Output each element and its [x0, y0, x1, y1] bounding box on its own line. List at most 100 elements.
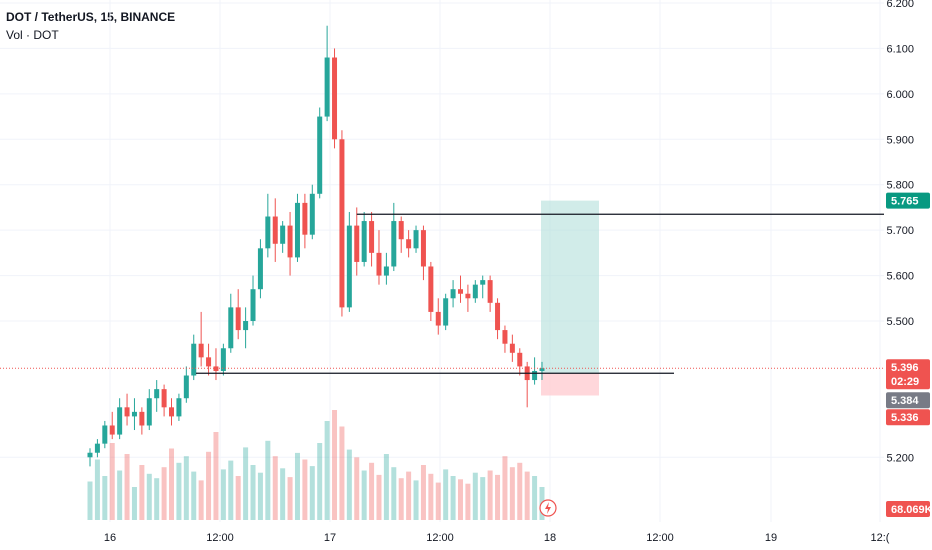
volume-bar [206, 451, 212, 520]
stop-price-badge-bg [886, 409, 930, 426]
candle-body [220, 348, 226, 371]
candle-body [487, 280, 493, 303]
candle-body [361, 221, 367, 262]
candle-body [94, 443, 100, 453]
candle-body [294, 202, 300, 258]
volume-bar [176, 462, 182, 520]
candle-body [502, 330, 508, 344]
candle-body [117, 407, 123, 435]
volume-bar [413, 480, 419, 520]
last-price-badge-bg [886, 359, 930, 390]
time-tick-label: 12:00 [426, 532, 454, 544]
volume-bar [487, 470, 493, 520]
candle-body [243, 321, 249, 331]
volume-bar [102, 476, 108, 520]
candles [87, 25, 545, 467]
target-price-badge-bg [886, 192, 930, 209]
candle-body [324, 57, 330, 117]
volume-bar [406, 471, 412, 520]
volume-bar [198, 480, 204, 520]
time-tick-label: 16 [104, 532, 116, 544]
volume-bar [376, 474, 382, 520]
volume-bar [146, 473, 152, 520]
chart-title: DOT / TetherUS, 15, BINANCE [6, 10, 176, 24]
price-tick-label: 5.200 [886, 452, 914, 464]
target-zone [541, 200, 599, 374]
volume-bar [243, 447, 249, 520]
volume-bar [139, 465, 145, 520]
volume-bar [420, 465, 426, 520]
volume-bar [220, 469, 226, 520]
entry-price-badge-bg [886, 392, 930, 409]
candle-body [383, 266, 389, 276]
candle-body [198, 343, 204, 358]
price-tick-label: 5.600 [886, 271, 914, 283]
candle-body [109, 425, 115, 435]
candle-body [428, 266, 434, 312]
volume-bar [457, 479, 463, 520]
volume-bar [435, 482, 441, 520]
candle-body [517, 352, 523, 367]
volume-bar [265, 440, 271, 520]
candle-body [272, 216, 278, 244]
volume-bar [302, 459, 308, 520]
volume-bar [339, 426, 345, 520]
price-tick-label: 5.700 [886, 225, 914, 237]
volume-bar [391, 467, 397, 520]
candle-body [228, 307, 234, 349]
volume-bar [443, 469, 449, 520]
stop-zone [541, 373, 599, 396]
candle-body [265, 216, 271, 249]
volume-bar [280, 468, 286, 520]
time-tick-label: 18 [544, 532, 556, 544]
candle-body [206, 357, 212, 367]
candle-body [391, 221, 397, 267]
volume-bar [317, 443, 323, 520]
candle-body [102, 425, 108, 444]
candle-body [413, 230, 419, 249]
volume-bar [109, 443, 115, 520]
volume-bar [131, 487, 137, 520]
candle-body [250, 289, 256, 321]
candle-body [539, 368, 545, 371]
volume-bar [354, 457, 360, 520]
volume-bars [87, 410, 545, 520]
price-tick-label: 5.500 [886, 316, 914, 328]
candle-body [124, 407, 130, 417]
price-axis: 6.200 6.100 6.000 5.900 5.800 5.700 5.600 5.500… [886, 0, 914, 464]
candle-body [435, 311, 441, 326]
volume-bar [383, 454, 389, 520]
volume-bar [502, 456, 508, 520]
volume-bar [532, 476, 538, 520]
candle-body [235, 307, 241, 331]
volume-bar [161, 467, 167, 520]
candle-body [339, 139, 345, 308]
candle-body [369, 221, 375, 253]
candle-body [406, 239, 412, 249]
volume-bar [294, 452, 300, 520]
candle-body [287, 225, 293, 258]
volume-bar [228, 460, 234, 520]
candle-body [87, 452, 93, 458]
time-tick-label: 12:00 [646, 532, 674, 544]
volume-bar [428, 473, 434, 520]
candle-body [457, 289, 463, 294]
price-tick-label: 5.800 [886, 180, 914, 192]
volume-bar [332, 410, 338, 520]
volume-bar [272, 456, 278, 520]
candle-body [257, 248, 263, 290]
volume-bar [369, 462, 375, 520]
candle-body [302, 202, 308, 235]
candle-body [532, 370, 538, 381]
price-tick-label: 6.100 [886, 43, 914, 55]
candle-body [495, 302, 501, 331]
time-tick-label: 12:00 [206, 532, 234, 544]
grid [0, 0, 884, 522]
candle-body [354, 225, 360, 262]
time-tick-label: 17 [324, 532, 336, 544]
candle-body [183, 375, 189, 399]
candle-body [213, 366, 219, 371]
volume-bar [398, 478, 404, 520]
volume-bar [309, 466, 315, 520]
